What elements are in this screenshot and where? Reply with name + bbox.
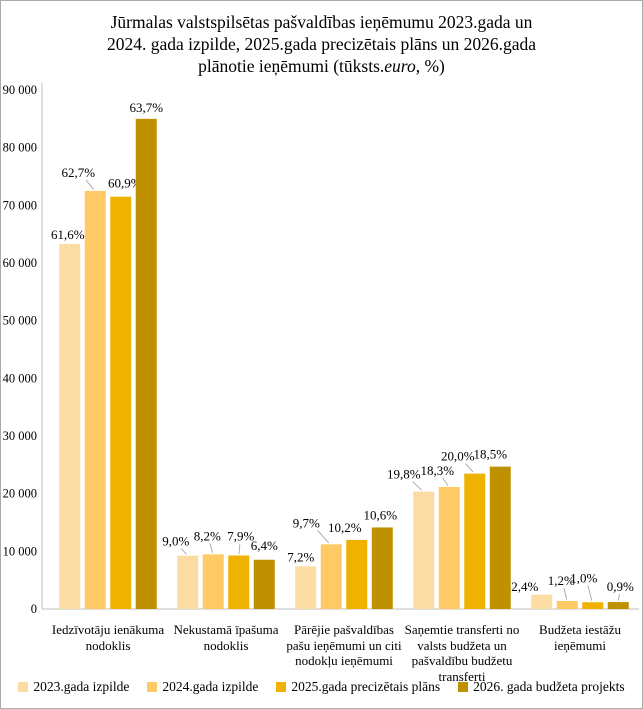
y-axis-tick-label: 80 000 <box>3 141 37 155</box>
leader-line <box>317 529 330 544</box>
leader-line <box>618 594 620 601</box>
legend-label: 2024.gada izpilde <box>162 679 259 694</box>
leader-line <box>238 543 241 555</box>
y-axis-tick-label: 20 000 <box>3 487 37 501</box>
bar <box>135 118 157 610</box>
leader-line <box>442 477 449 486</box>
bar <box>582 602 604 609</box>
bar <box>177 555 199 609</box>
bar <box>295 566 317 609</box>
bar-data-label: 60,9% <box>108 176 142 191</box>
y-axis-tick-label: 10 000 <box>3 544 37 558</box>
bar <box>202 554 224 609</box>
bar-data-label: 2,4% <box>511 579 538 594</box>
chart-title-line1: Jūrmalas valstspilsētas pašvaldības ieņē… <box>110 12 533 32</box>
category-label: Iedzīvotāju ienākuma nodoklis <box>51 622 165 653</box>
bar-data-label: 1,0% <box>570 570 597 585</box>
bar-data-label: 6,4% <box>251 538 278 553</box>
leader-line <box>180 548 187 555</box>
bar <box>320 544 342 609</box>
y-axis-tick-label: 60 000 <box>3 256 37 270</box>
leader-line <box>85 179 94 190</box>
bar-data-label: 9,7% <box>293 515 320 530</box>
bar-data-label: 61,6% <box>51 227 85 242</box>
bar <box>253 559 275 609</box>
bar <box>556 600 578 609</box>
legend-swatch-2024 <box>147 682 158 692</box>
bar-data-label: 18,5% <box>473 447 507 462</box>
chart-title: Jūrmalas valstspilsētas pašvaldības ieņē… <box>1 11 642 77</box>
bar <box>59 243 81 609</box>
leader-line <box>412 481 423 491</box>
chart-title-line3-pre: plānotie ieņēmumi (tūksts. <box>198 56 385 76</box>
chart-title-line2: 2024. gada izpilde, 2025.gada precizētai… <box>106 34 537 54</box>
bar-data-label: 7,2% <box>287 549 314 564</box>
leader-line <box>587 585 593 601</box>
legend-label: 2026. gada budžeta projekts <box>473 679 625 694</box>
bar-data-label: 7,9% <box>227 528 254 543</box>
bar <box>489 466 511 609</box>
category-label: Pārējie pašvaldības pašu ieņēmumi un cit… <box>286 622 402 668</box>
legend-label: 2025.gada precizētais plāns <box>291 679 441 694</box>
leader-line <box>563 587 568 600</box>
legend-label: 2023.gada izpilde <box>33 679 130 694</box>
legend-swatch-2026 <box>458 682 469 692</box>
chart-title-line3-italic: euro <box>384 56 416 76</box>
bar <box>84 190 106 609</box>
leader-line <box>465 463 474 473</box>
legend-swatch-2023 <box>18 682 29 692</box>
bar <box>228 555 250 609</box>
bar <box>413 491 435 609</box>
bar-data-label: 10,6% <box>363 507 397 522</box>
legend-item: 2024.gada izpilde <box>147 679 258 695</box>
bar <box>371 527 393 609</box>
bar <box>438 486 460 609</box>
bar-data-label: 62,7% <box>61 165 95 180</box>
bar-chart-plot: 0 10 000 20 000 30 000 40 000 50 000 60 000 70 … <box>3 83 639 616</box>
chart-title-line3: plānotie ieņēmumi (tūksts.euro, %) <box>1 55 642 77</box>
y-axis-tick-label: 0 <box>31 602 37 616</box>
category-label: Saņemtie transferti no valsts budžeta un… <box>404 622 520 684</box>
y-axis-tick-label: 90 000 <box>3 83 37 97</box>
legend: 2023.gada izpilde 2024.gada izpilde 2025.g… <box>1 679 642 695</box>
bar <box>346 539 368 609</box>
legend-item: 2025.gada precizētais plāns <box>276 679 440 695</box>
bar <box>607 602 629 609</box>
bar-data-label: 18,3% <box>420 463 454 478</box>
bar-data-label: 10,2% <box>328 520 362 535</box>
bar-data-label: 1,2% <box>548 573 575 588</box>
y-axis-tick-label: 40 000 <box>3 371 37 385</box>
category-label: Budžeta iestāžu ieņēmumi <box>539 622 621 653</box>
bar-data-label: 63,7% <box>129 100 163 115</box>
bar-data-label: 0,9% <box>607 579 634 594</box>
chart-title-line3-post: , %) <box>415 56 445 76</box>
bar <box>531 594 553 609</box>
leader-line <box>209 543 214 553</box>
legend-swatch-2025 <box>276 682 287 692</box>
y-axis-tick-label: 70 000 <box>3 198 37 212</box>
y-axis-tick-label: 50 000 <box>3 314 37 328</box>
bar-data-label: 19,8% <box>387 467 421 482</box>
bar-data-label: 8,2% <box>194 528 221 543</box>
bar <box>464 473 486 609</box>
category-label: Nekustamā īpašuma nodoklis <box>173 622 279 653</box>
y-axis-tick-label: 30 000 <box>3 429 37 443</box>
bar-data-label: 20,0% <box>441 449 475 464</box>
bar <box>110 196 132 609</box>
legend-item: 2023.gada izpilde <box>18 679 129 695</box>
bar-data-label: 9,0% <box>162 534 189 549</box>
legend-item: 2026. gada budžeta projekts <box>458 679 625 695</box>
